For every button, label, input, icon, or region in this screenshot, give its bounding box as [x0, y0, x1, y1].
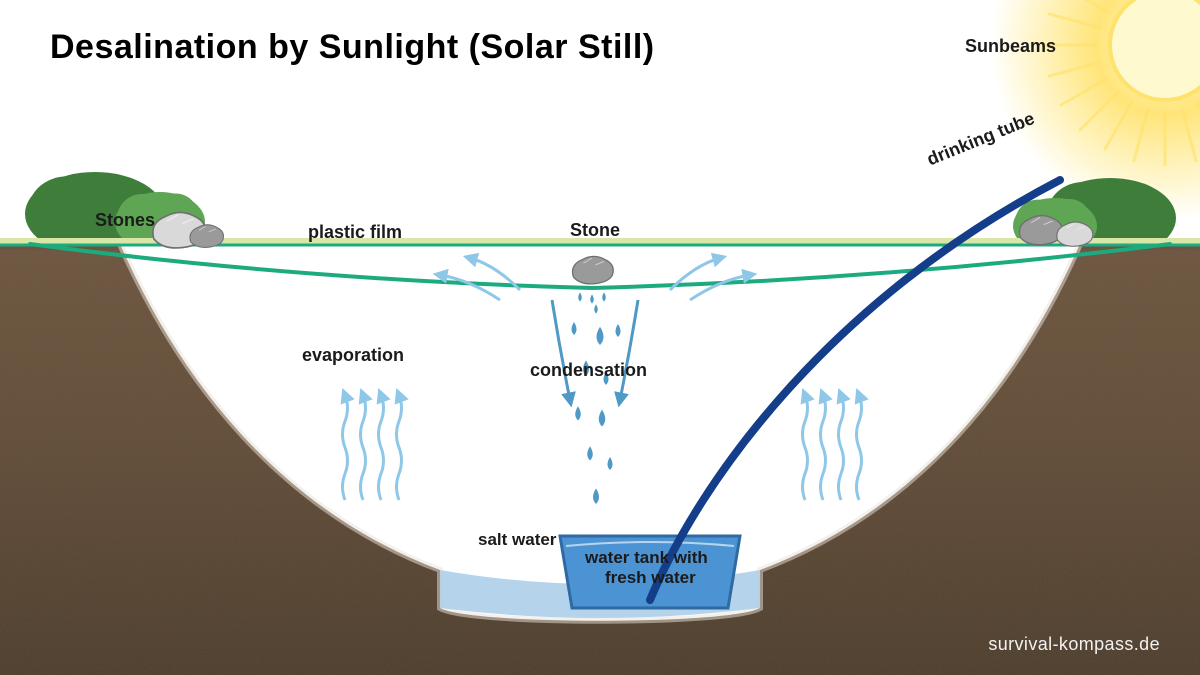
label-stone: Stone	[570, 220, 620, 241]
label-tank2: fresh water	[605, 568, 696, 588]
label-stones: Stones	[95, 210, 155, 231]
label-cond: condensation	[530, 360, 647, 381]
diagram-root: Desalination by Sunlight (Solar Still) S…	[0, 0, 1200, 675]
label-plastic: plastic film	[308, 222, 402, 243]
label-sunbeams: Sunbeams	[965, 36, 1056, 57]
label-salt: salt water	[478, 530, 556, 550]
label-evap: evaporation	[302, 345, 404, 366]
diagram-svg	[0, 0, 1200, 675]
label-tank1: water tank with	[585, 548, 708, 568]
page-title: Desalination by Sunlight (Solar Still)	[50, 28, 655, 67]
credit-text: survival-kompass.de	[988, 634, 1160, 655]
